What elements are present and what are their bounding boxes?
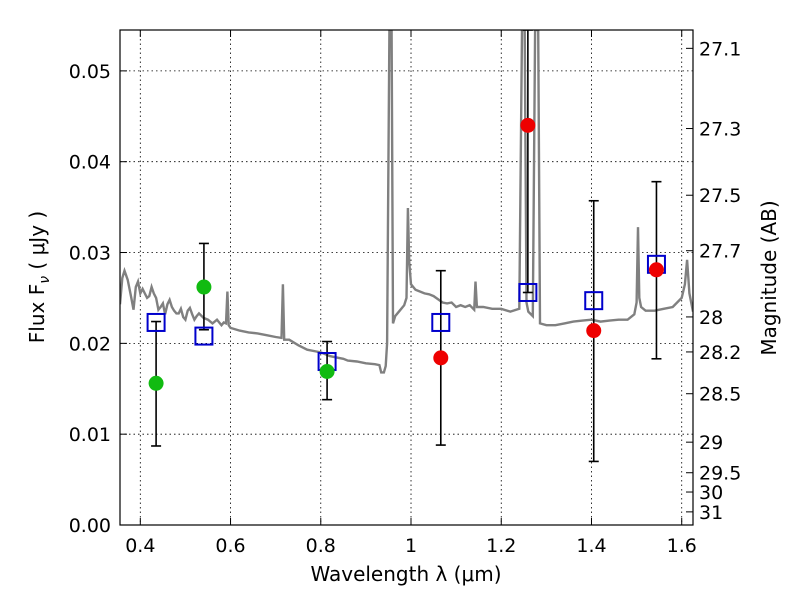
y2-tick-label: 28 bbox=[699, 307, 723, 329]
y-tick-label: 0.03 bbox=[69, 243, 111, 265]
model-photometry-box bbox=[431, 312, 451, 332]
y2-tick-label: 28.2 bbox=[699, 342, 741, 364]
data-point bbox=[433, 350, 449, 366]
model-photometry-box bbox=[146, 312, 166, 332]
x-tick-label: 1.6 bbox=[667, 535, 697, 557]
data-point bbox=[520, 117, 536, 133]
y2-tick-label: 29 bbox=[699, 432, 723, 454]
y-tick-label: 0.01 bbox=[69, 424, 111, 446]
x-tick-label: 0.8 bbox=[306, 535, 336, 557]
data-point bbox=[148, 375, 164, 391]
y2-axis-label: Magnitude (AB) bbox=[757, 200, 781, 355]
model-spectrum-line bbox=[120, 30, 693, 374]
y-axis-label: Flux Fν ( μJy ) bbox=[25, 211, 53, 343]
data-point bbox=[196, 279, 212, 295]
data-point bbox=[319, 364, 335, 380]
y2-tick-label: 29.5 bbox=[699, 463, 741, 485]
x-tick-label: 1 bbox=[405, 535, 417, 557]
y-axis-label-main: Flux F bbox=[25, 284, 49, 343]
plot-frame bbox=[119, 29, 694, 526]
x-tick-label: 1.2 bbox=[486, 535, 516, 557]
y-tick-label: 0.00 bbox=[69, 515, 111, 537]
x-axis-ticks: 0.4 0.6 0.8 1 1.2 1.4 1.6 bbox=[125, 30, 697, 557]
y-axis-ticks: 0.00 0.01 0.02 0.03 0.04 0.05 bbox=[69, 61, 127, 537]
data-point bbox=[586, 323, 602, 339]
data-point bbox=[648, 262, 664, 278]
x-tick-label: 0.6 bbox=[215, 535, 245, 557]
x-tick-label: 0.4 bbox=[125, 535, 155, 557]
y-axis-label-unit: ( μJy ) bbox=[25, 211, 49, 276]
y-tick-label: 0.02 bbox=[69, 333, 111, 355]
model-photometry-box bbox=[194, 326, 214, 346]
y-axis-label-subscript: ν bbox=[37, 276, 53, 284]
model-photometry-box bbox=[584, 291, 604, 311]
x-axis-label: Wavelength λ (μm) bbox=[310, 562, 501, 586]
y2-tick-label: 27.5 bbox=[699, 185, 741, 207]
plot-area bbox=[120, 30, 693, 463]
x-tick-label: 1.4 bbox=[576, 535, 606, 557]
observed-photometry-points bbox=[148, 117, 664, 391]
y2-tick-label: 28.5 bbox=[699, 384, 741, 406]
y2-tick-label: 30 bbox=[699, 482, 723, 504]
y2-tick-label: 27.3 bbox=[699, 119, 741, 141]
model-photometry-box bbox=[518, 282, 538, 302]
y-tick-label: 0.04 bbox=[69, 152, 111, 174]
y2-tick-label: 31 bbox=[699, 502, 723, 524]
y-tick-label: 0.05 bbox=[69, 61, 111, 83]
y2-tick-label: 27.7 bbox=[699, 241, 741, 263]
y2-tick-label: 27.1 bbox=[699, 38, 741, 60]
